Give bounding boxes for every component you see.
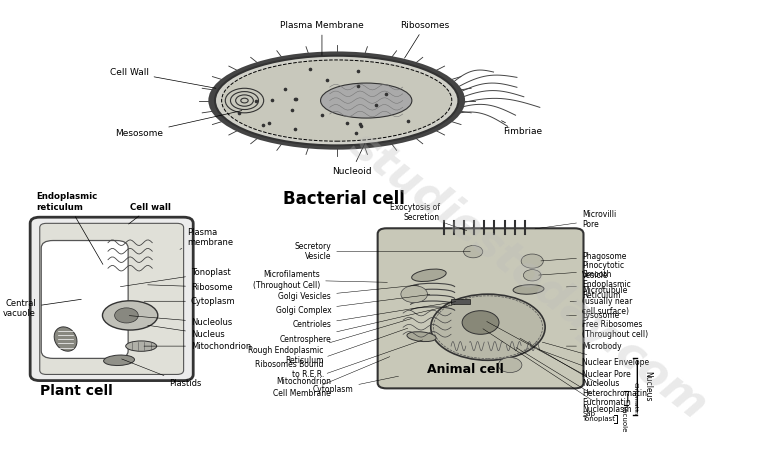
Text: Mitochondrion: Mitochondrion [144, 342, 251, 351]
Circle shape [521, 254, 543, 268]
Circle shape [463, 246, 483, 258]
Text: Central
vacuole: Central vacuole [3, 299, 81, 318]
Ellipse shape [407, 332, 436, 342]
Circle shape [523, 270, 541, 281]
Text: Nucleus: Nucleus [643, 371, 652, 401]
Ellipse shape [430, 294, 545, 360]
Text: Ribosomes Bound
to R.E.R.: Ribosomes Bound to R.E.R. [255, 328, 408, 380]
Text: Cell Membrane: Cell Membrane [273, 357, 390, 398]
Ellipse shape [513, 285, 544, 294]
Text: Free Ribosomes
(Throughout cell): Free Ribosomes (Throughout cell) [570, 320, 648, 339]
Ellipse shape [208, 51, 465, 150]
Text: Golgi Complex: Golgi Complex [276, 294, 430, 315]
Text: Microfilaments
(Throughout Cell): Microfilaments (Throughout Cell) [253, 270, 388, 290]
Ellipse shape [215, 56, 458, 145]
Circle shape [401, 285, 427, 303]
Text: Microvilli
Pore: Microvilli Pore [535, 210, 617, 229]
Text: Euchromatin: Euchromatin [516, 348, 630, 407]
Circle shape [498, 358, 522, 372]
Ellipse shape [411, 269, 446, 282]
Ellipse shape [126, 341, 157, 352]
Text: Cytoplasm: Cytoplasm [313, 376, 398, 394]
Text: Lysosome: Lysosome [566, 311, 619, 320]
Text: Ribosome: Ribosome [148, 283, 233, 292]
Text: Bacterial cell: Bacterial cell [283, 190, 405, 208]
Text: Vacuole: Vacuole [621, 405, 627, 433]
Ellipse shape [320, 83, 412, 118]
Text: Plastids: Plastids [122, 359, 201, 389]
Text: Ribosomes: Ribosomes [401, 20, 450, 58]
Text: Chromatin: Chromatin [632, 381, 637, 415]
FancyBboxPatch shape [40, 223, 184, 374]
Text: Phagosome: Phagosome [541, 252, 627, 261]
Text: Endoplasmic
reticulum: Endoplasmic reticulum [36, 192, 103, 265]
Text: Nucleolus: Nucleolus [129, 316, 232, 327]
Text: Nucleoplasm: Nucleoplasm [483, 329, 631, 414]
Text: Exocytosis of
Secretion: Exocytosis of Secretion [390, 203, 467, 231]
Text: Cell Wall: Cell Wall [110, 68, 216, 88]
Text: studiestoday.com: studiestoday.com [342, 123, 715, 428]
Bar [451, 299, 470, 304]
Text: Centrioles: Centrioles [293, 302, 456, 329]
Text: Nucleus: Nucleus [148, 325, 224, 339]
Ellipse shape [103, 355, 135, 366]
Text: Cytoplasm: Cytoplasm [144, 297, 236, 306]
Text: Nuclear Envelope: Nuclear Envelope [542, 342, 649, 367]
Text: Smooth
Endoplasmic
Reticulum: Smooth Endoplasmic Reticulum [566, 270, 630, 300]
Text: Plasma Membrane: Plasma Membrane [280, 20, 364, 55]
Text: Sap: Sap [582, 411, 595, 417]
Ellipse shape [54, 327, 77, 351]
Text: Cell wall: Cell wall [129, 202, 171, 224]
Text: Nucleoid: Nucleoid [332, 143, 372, 176]
Text: Golgi Vesicles: Golgi Vesicles [278, 285, 419, 301]
Text: Plasma
membrane: Plasma membrane [180, 228, 234, 249]
Text: Heterochromatin: Heterochromatin [520, 338, 647, 398]
Text: Mesosome: Mesosome [116, 111, 242, 138]
Text: Microtubule
(usually near
cell surface): Microtubule (usually near cell surface) [570, 286, 633, 316]
Text: Rough Endoplasmic
Reticulum: Rough Endoplasmic Reticulum [248, 319, 411, 365]
Text: Nuclear Pore: Nuclear Pore [538, 350, 630, 379]
Text: Mitochondrion: Mitochondrion [277, 340, 423, 386]
FancyBboxPatch shape [378, 228, 584, 389]
Ellipse shape [103, 301, 158, 330]
Text: Pinocytotic
Vesicle: Pinocytotic Vesicle [538, 261, 624, 280]
Text: Tonoplast: Tonoplast [120, 268, 231, 287]
Text: Microbody: Microbody [566, 342, 622, 351]
Ellipse shape [221, 60, 452, 141]
Circle shape [462, 311, 499, 334]
FancyBboxPatch shape [41, 240, 128, 359]
Text: Nucleolus: Nucleolus [486, 322, 620, 389]
FancyBboxPatch shape [30, 217, 193, 380]
Text: Centrosphere: Centrosphere [280, 305, 452, 343]
Circle shape [115, 308, 138, 323]
Text: Plant cell: Plant cell [40, 384, 113, 398]
Text: Fimbriae: Fimbriae [502, 121, 542, 136]
Text: Animal cell: Animal cell [427, 362, 504, 376]
Text: Tonoplast: Tonoplast [582, 416, 615, 422]
Text: Secretory
Vesicle: Secretory Vesicle [294, 242, 470, 261]
